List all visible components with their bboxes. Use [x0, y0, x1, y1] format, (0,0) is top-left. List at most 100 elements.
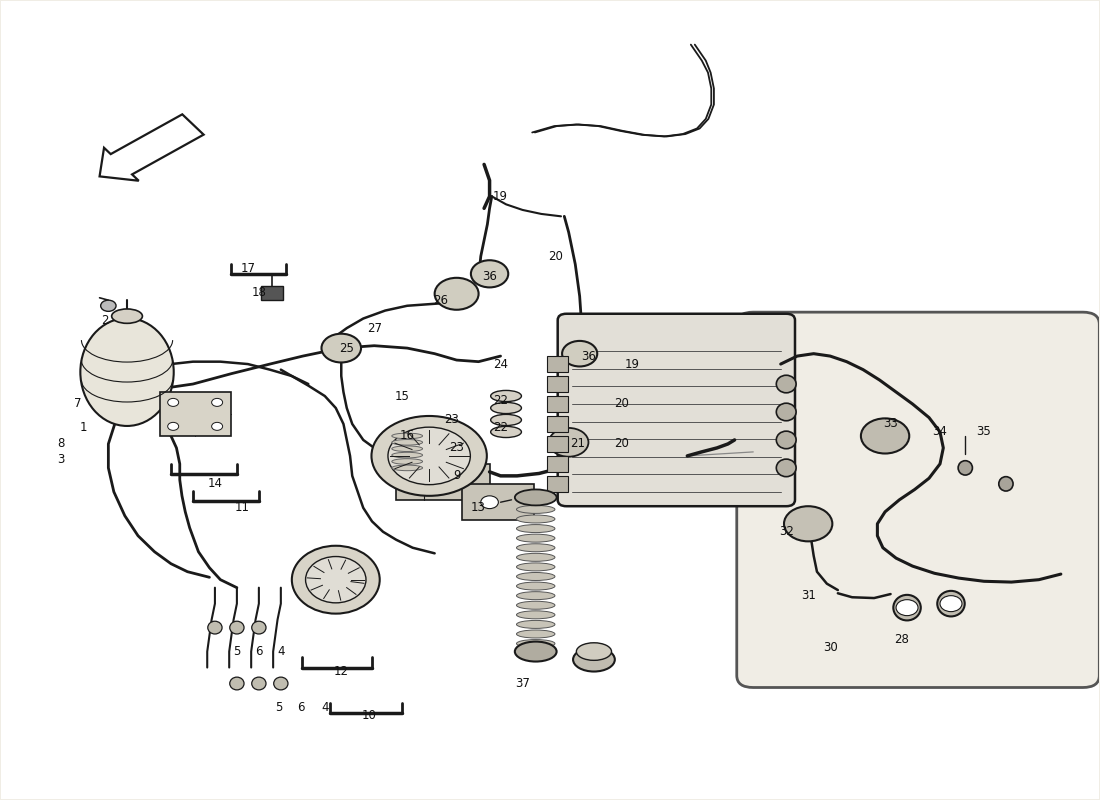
Bar	[160, 392, 231, 436]
Text: 31: 31	[801, 589, 815, 602]
Ellipse shape	[517, 611, 554, 619]
Text: 13: 13	[471, 502, 486, 514]
Text: 23: 23	[443, 414, 459, 426]
Ellipse shape	[937, 591, 965, 617]
Bar	[396, 464, 490, 500]
Text: 8: 8	[57, 438, 65, 450]
Ellipse shape	[491, 390, 521, 402]
Ellipse shape	[893, 595, 921, 621]
Ellipse shape	[517, 582, 554, 590]
Ellipse shape	[517, 544, 554, 552]
Text: 4: 4	[277, 645, 285, 658]
Bar	[547, 376, 568, 392]
Text: 28: 28	[894, 633, 909, 646]
Circle shape	[321, 334, 361, 362]
Ellipse shape	[777, 431, 796, 449]
FancyArrow shape	[100, 114, 204, 181]
Text: 1: 1	[79, 422, 87, 434]
Bar	[547, 356, 568, 372]
Circle shape	[481, 496, 498, 509]
Ellipse shape	[252, 622, 266, 634]
Text: 37: 37	[515, 677, 530, 690]
Ellipse shape	[392, 452, 422, 458]
Ellipse shape	[388, 427, 471, 485]
Circle shape	[896, 600, 918, 616]
Ellipse shape	[515, 490, 557, 506]
Ellipse shape	[392, 439, 422, 445]
Ellipse shape	[392, 433, 422, 438]
Text: 30: 30	[823, 641, 837, 654]
Ellipse shape	[517, 630, 554, 638]
Bar	[261, 286, 283, 300]
Text: 9: 9	[453, 470, 461, 482]
Circle shape	[784, 506, 833, 542]
Circle shape	[471, 260, 508, 287]
FancyBboxPatch shape	[558, 314, 795, 506]
Text: 27: 27	[366, 322, 382, 334]
Ellipse shape	[252, 677, 266, 690]
Ellipse shape	[372, 416, 487, 496]
Ellipse shape	[208, 622, 222, 634]
Text: 36: 36	[482, 270, 497, 282]
Text: 4: 4	[321, 701, 329, 714]
Text: 35: 35	[977, 426, 991, 438]
Ellipse shape	[491, 402, 521, 414]
Text: 20: 20	[614, 438, 629, 450]
Text: 24: 24	[493, 358, 508, 370]
Ellipse shape	[274, 677, 288, 690]
Ellipse shape	[517, 506, 554, 514]
Ellipse shape	[517, 534, 554, 542]
Ellipse shape	[491, 426, 521, 438]
Text: 5: 5	[233, 645, 241, 658]
Text: 34: 34	[933, 426, 947, 438]
Ellipse shape	[958, 461, 972, 475]
Circle shape	[940, 596, 962, 612]
Text: 23: 23	[449, 442, 464, 454]
Text: 36: 36	[581, 350, 596, 362]
Ellipse shape	[517, 496, 554, 504]
Bar	[547, 476, 568, 492]
Bar	[547, 396, 568, 412]
Ellipse shape	[517, 639, 554, 647]
Text: 20: 20	[614, 398, 629, 410]
Ellipse shape	[491, 414, 521, 426]
Text: 22: 22	[493, 394, 508, 406]
Ellipse shape	[515, 642, 557, 662]
Ellipse shape	[517, 515, 554, 523]
Text: 6: 6	[297, 701, 305, 714]
Bar	[547, 456, 568, 472]
Ellipse shape	[306, 557, 366, 603]
Ellipse shape	[777, 375, 796, 393]
Text: 7: 7	[74, 398, 81, 410]
Text: 19: 19	[493, 190, 508, 203]
Text: 12: 12	[333, 665, 349, 678]
Ellipse shape	[517, 573, 554, 581]
Ellipse shape	[392, 446, 422, 451]
Text: 10: 10	[361, 709, 376, 722]
Text: 22: 22	[493, 422, 508, 434]
Bar	[448, 443, 472, 470]
Ellipse shape	[392, 465, 422, 470]
Text: 14: 14	[208, 478, 222, 490]
Circle shape	[562, 341, 597, 366]
Text: 3: 3	[57, 454, 65, 466]
Ellipse shape	[392, 458, 422, 464]
Ellipse shape	[230, 677, 244, 690]
Ellipse shape	[999, 477, 1013, 491]
Text: 2: 2	[101, 314, 109, 326]
Text: 5: 5	[275, 701, 283, 714]
Text: 11: 11	[235, 502, 250, 514]
Circle shape	[167, 398, 178, 406]
Bar	[547, 436, 568, 452]
Ellipse shape	[576, 642, 612, 660]
Ellipse shape	[517, 563, 554, 571]
Ellipse shape	[517, 592, 554, 600]
Circle shape	[211, 422, 222, 430]
Text: 18: 18	[252, 286, 266, 298]
Text: 25: 25	[339, 342, 354, 354]
Text: 16: 16	[399, 430, 415, 442]
Ellipse shape	[292, 546, 379, 614]
Ellipse shape	[573, 647, 615, 671]
Circle shape	[434, 278, 478, 310]
Text: 26: 26	[432, 294, 448, 306]
